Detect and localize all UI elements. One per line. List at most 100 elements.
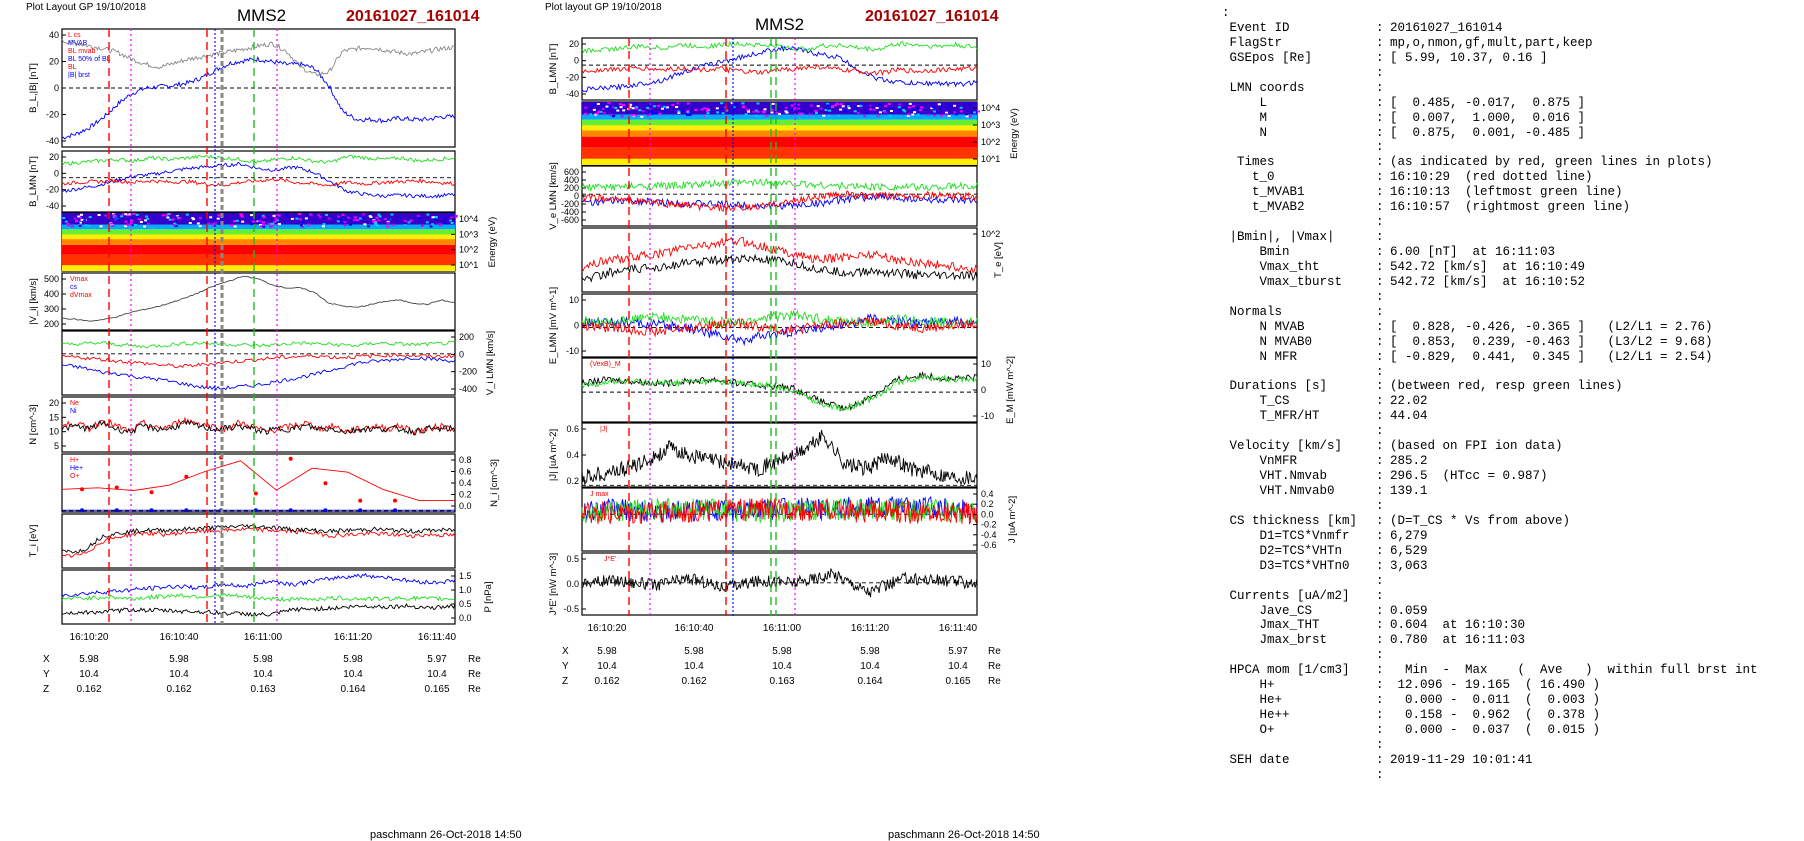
data-point <box>80 487 84 492</box>
data-point <box>114 485 119 490</box>
pos-value: 5.98 <box>772 646 792 657</box>
legend-entry: |B| brst <box>68 72 90 79</box>
spectrogram-pixel <box>752 110 756 113</box>
legend-entry: |J| <box>600 426 607 433</box>
info-sep: : <box>1376 633 1384 648</box>
spectrogram-pixel <box>671 104 675 106</box>
y-tick-label: 0.5 <box>459 599 472 609</box>
time-tick-label: 16:11:20 <box>334 632 373 643</box>
spectrogram-pixel <box>841 105 845 108</box>
info-row: Jave_CS:0.059 <box>1222 604 1802 619</box>
spectrogram-pixel <box>616 109 620 112</box>
info-sep: : <box>1376 170 1384 185</box>
middle-panels: 200-20-40B_LMN [nT]10^410^310^210^1Energ… <box>548 37 1020 616</box>
series-line <box>581 253 978 283</box>
pos-value: 0.164 <box>857 676 882 687</box>
spectrogram-pixel <box>790 102 793 105</box>
spectrogram-pixel <box>869 108 873 111</box>
y-tick-label: 200 <box>44 319 59 329</box>
spectrogram-pixel <box>627 110 631 113</box>
y-tick-label: -20 <box>566 72 579 82</box>
info-sep: : <box>1376 693 1384 708</box>
spectrogram-pixel <box>359 217 362 220</box>
spectrogram-pixel <box>297 213 301 215</box>
spectrogram-pixel <box>138 218 141 221</box>
info-row: : <box>1222 365 1802 380</box>
info-value: (based on FPI ion data) <box>1390 439 1563 454</box>
spectrogram-pixel <box>167 213 171 216</box>
spectrogram-pixel <box>915 107 919 110</box>
spectrogram-pixel <box>309 213 313 216</box>
spectrogram-pixel <box>139 221 143 223</box>
pos-value: 10.4 <box>597 661 617 672</box>
y-tick-label: 400 <box>564 175 579 185</box>
spectrogram-pixel <box>345 218 349 221</box>
info-row: : <box>1222 66 1802 81</box>
spectrogram-pixel <box>877 115 880 117</box>
spectrogram-pixel <box>403 224 407 227</box>
spectrogram-pixel <box>352 219 356 221</box>
panel-frame <box>61 513 456 569</box>
spectrogram-pixel <box>175 214 179 217</box>
info-key <box>1222 768 1376 783</box>
info-value: [ 0.875, 0.001, -0.485 ] <box>1390 125 1586 140</box>
spectrogram-pixel <box>676 102 680 105</box>
spectrogram-pixel <box>434 216 438 218</box>
info-value: 0.780 at 16:11:03 <box>1390 633 1526 648</box>
spectrogram-pixel <box>258 220 262 223</box>
info-sep: : <box>1376 424 1384 439</box>
info-sep: : <box>1376 737 1384 752</box>
spectrogram-band <box>62 229 455 235</box>
spectrogram-pixel <box>298 218 302 221</box>
legend-entry: H+ <box>70 457 79 464</box>
panel-mid-7: 0.6 0.4 0.2 |J| [uA m^-2] |J| <box>548 422 978 488</box>
y-tick-label: -20 <box>46 110 59 120</box>
info-key: O+ <box>1222 723 1275 737</box>
info-value: 6.00 [nT] at 16:11:03 <box>1390 245 1556 259</box>
info-row: He++: 0.158 - 0.962 ( 0.378 ) <box>1222 708 1802 723</box>
spectrogram-pixel <box>940 114 944 117</box>
mid-event-id: 20161027_161014 <box>865 8 999 25</box>
info-sep: : <box>1376 35 1384 50</box>
data-point <box>323 481 328 486</box>
spectrogram-pixel <box>403 220 407 222</box>
spectrogram-pixel <box>256 220 260 223</box>
info-value <box>1390 738 1802 753</box>
spectrogram-pixel <box>827 114 831 117</box>
y-tick-label: -10 <box>566 346 579 356</box>
info-row: t_MVAB2:16:10:57 (rightmost green line) <box>1222 200 1802 215</box>
spectrogram-pixel <box>808 113 812 116</box>
time-tick-label: 16:10:40 <box>675 623 714 634</box>
panel-frame <box>61 569 456 625</box>
spectrogram-pixel <box>583 112 587 115</box>
y-axis-label: Energy (eV) <box>1009 108 1020 159</box>
spectrogram-pixel <box>640 115 644 118</box>
spectrogram-pixel <box>964 113 968 116</box>
spectrogram-pixel <box>124 225 128 228</box>
info-key: T_MFR/HT <box>1222 409 1320 424</box>
series-line <box>581 429 978 486</box>
pos-unit: Re <box>468 684 481 695</box>
spectrogram-pixel <box>230 224 234 227</box>
info-sep: : <box>1376 80 1384 95</box>
info-value <box>1390 648 1802 663</box>
spectrogram-pixel <box>210 223 214 226</box>
spectrogram-pixel <box>968 115 972 118</box>
spectrogram-pixel <box>834 104 838 107</box>
data-point <box>253 491 258 496</box>
pos-value: 10.4 <box>169 669 189 680</box>
spectrogram-pixel <box>730 102 734 105</box>
info-value <box>1390 215 1802 230</box>
spectrogram-pixel <box>977 110 980 113</box>
spectrogram-pixel <box>277 214 281 217</box>
spectrogram-pixel <box>88 216 92 219</box>
spectrogram-pixel <box>251 220 255 223</box>
spectrogram-pixel <box>327 217 331 220</box>
y-tick-label: 10^2 <box>459 245 478 255</box>
spectrogram-pixel <box>837 114 841 117</box>
panel-left-3: 10^4 10^3 10^2 10^1 Energy (eV) <box>61 212 498 272</box>
spectrogram-pixel <box>677 111 681 114</box>
spectrogram-pixel <box>809 104 813 107</box>
